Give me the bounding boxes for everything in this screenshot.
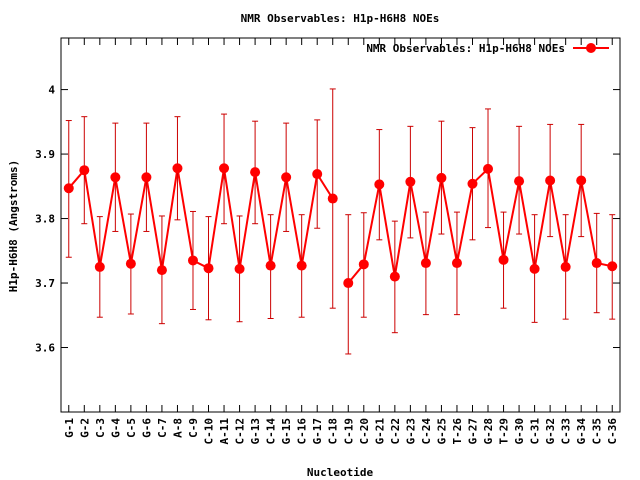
data-point (405, 176, 416, 187)
legend-label: NMR Observables: H1p-H6H8 NOEs (366, 42, 565, 55)
data-point (94, 261, 105, 272)
x-tick-label: G-25 (435, 418, 448, 445)
data-point (514, 176, 525, 187)
data-point (389, 271, 400, 282)
series-line (68, 167, 334, 271)
x-tick-label: G-13 (249, 418, 262, 445)
legend-marker (586, 43, 596, 53)
x-tick-label: G-34 (575, 418, 588, 445)
x-tick-label: C-33 (560, 418, 573, 445)
x-tick-label: G-1 (63, 418, 76, 438)
data-point (203, 263, 214, 274)
legend: NMR Observables: H1p-H6H8 NOEs (366, 42, 609, 55)
data-point (483, 163, 494, 174)
x-tick-label: A-8 (171, 418, 184, 438)
y-tick-label: 4 (48, 84, 55, 97)
chart-title: NMR Observables: H1p-H6H8 NOEs (241, 12, 440, 25)
x-tick-label: C-20 (358, 418, 371, 445)
x-tick-label: C-35 (591, 418, 604, 445)
data-point (63, 183, 74, 194)
x-tick-label: C-19 (342, 418, 355, 445)
data-point (545, 175, 556, 186)
x-tick-label: A-11 (218, 418, 231, 445)
x-tick-label: C-10 (203, 418, 216, 445)
x-tick-label: C-12 (234, 418, 247, 445)
data-point (327, 193, 338, 204)
x-tick-label: C-18 (327, 418, 340, 445)
x-tick-label: C-7 (156, 418, 169, 438)
x-tick-label: G-23 (404, 418, 417, 445)
x-tick-label: G-6 (140, 418, 153, 438)
x-axis-label: Nucleotide (307, 466, 374, 479)
data-point (172, 163, 183, 174)
x-tick-label: C-5 (125, 418, 138, 438)
data-point (498, 254, 509, 265)
data-point (467, 178, 478, 189)
data-point (281, 172, 292, 183)
x-tick-label: C-22 (389, 418, 402, 445)
x-tick-label: C-14 (265, 418, 278, 445)
data-point (436, 172, 447, 183)
x-tick-label: G-4 (109, 418, 122, 438)
data-point (250, 167, 261, 178)
data-point (607, 261, 618, 272)
x-tick-label: G-32 (544, 418, 557, 445)
x-tick-label: G-27 (466, 418, 479, 445)
data-point (451, 258, 462, 269)
data-point (187, 255, 198, 266)
x-tick-label: G-30 (513, 418, 526, 445)
x-tick-label: T-26 (451, 418, 464, 445)
x-tick-label: G-28 (482, 418, 495, 445)
data-point (110, 172, 121, 183)
data-point (576, 175, 587, 186)
data-point (420, 258, 431, 269)
y-tick-label: 3.7 (35, 277, 55, 290)
y-axis-label: H1p-H6H8 (Angstroms) (7, 160, 20, 292)
data-point (219, 163, 230, 174)
plot-area: 3.6 3.7 3.8 3.9 4 G-1 G-2 C-3 G-4 C-5 G-6 C-7 A-8 C-9… (35, 38, 620, 445)
data-point (79, 165, 90, 176)
data-point (374, 179, 385, 190)
data-point (156, 265, 167, 276)
x-tick-label: C-31 (529, 418, 542, 445)
x-tick-label: C-3 (94, 418, 107, 438)
series-line (347, 166, 613, 284)
x-tick-label: G-2 (78, 418, 91, 438)
data-point (529, 263, 540, 274)
x-tick-label: C-24 (420, 418, 433, 445)
plot-frame (60, 37, 621, 413)
data-point (234, 263, 245, 274)
data-point (125, 258, 136, 269)
data-point (343, 278, 354, 289)
y-tick-label: 3.8 (35, 213, 55, 226)
x-tick-label: C-36 (606, 418, 619, 445)
data-point (141, 172, 152, 183)
data-point (312, 169, 323, 180)
y-tick-label: 3.9 (35, 148, 55, 161)
data-point (296, 260, 307, 271)
data-point (358, 259, 369, 270)
x-tick-label: G-15 (280, 418, 293, 445)
data-point (591, 258, 602, 269)
x-tick-label: C-16 (296, 418, 309, 445)
x-tick-label: T-29 (498, 418, 511, 445)
x-tick-label: C-9 (187, 418, 200, 438)
data-point (560, 261, 571, 272)
x-tick-label: G-21 (373, 418, 386, 445)
data-point (265, 260, 276, 271)
y-tick-label: 3.6 (35, 342, 55, 355)
x-tick-label: G-17 (311, 418, 324, 445)
